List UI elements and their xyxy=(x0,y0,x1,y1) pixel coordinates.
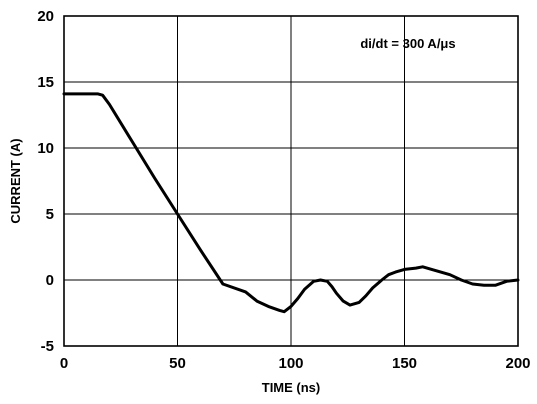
plot-frame xyxy=(63,15,519,347)
x-tick-label: 100 xyxy=(278,355,303,372)
y-tick-label: -5 xyxy=(41,338,54,355)
y-axis-ticks: -5 0 5 10 15 20 xyxy=(37,8,54,355)
gridlines xyxy=(64,16,518,346)
x-tick-label: 50 xyxy=(169,355,186,372)
y-axis-label: CURRENT (A) xyxy=(8,138,23,223)
x-axis-ticks: 0 50 100 150 200 xyxy=(60,355,531,372)
series-line xyxy=(62,92,520,314)
y-tick-label: 20 xyxy=(37,8,54,25)
y-tick-label: 0 xyxy=(46,272,54,289)
x-axis-label: TIME (ns) xyxy=(262,380,321,395)
x-tick-label: 150 xyxy=(392,355,417,372)
y-tick-label: 15 xyxy=(37,74,54,91)
y-tick-label: 5 xyxy=(46,206,54,223)
x-tick-label: 0 xyxy=(60,355,68,372)
y-tick-label: 10 xyxy=(37,140,54,157)
annotation-di-dt: di/dt = 300 A/μs xyxy=(360,36,455,51)
x-tick-label: 200 xyxy=(505,355,530,372)
